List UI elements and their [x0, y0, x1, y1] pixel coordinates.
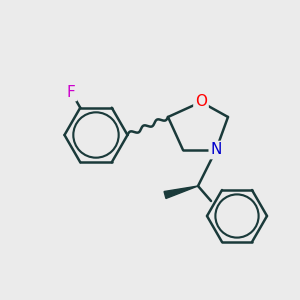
Text: N: N [210, 142, 222, 158]
Text: O: O [195, 94, 207, 110]
Polygon shape [164, 186, 198, 199]
Text: F: F [67, 85, 76, 100]
